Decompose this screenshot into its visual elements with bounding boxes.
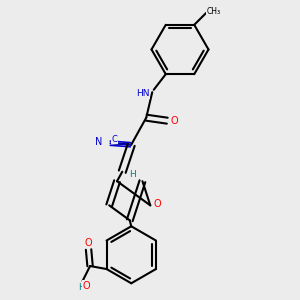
Text: O: O — [85, 238, 92, 248]
Text: O: O — [153, 199, 161, 209]
Text: H: H — [78, 283, 84, 292]
Text: O: O — [170, 116, 178, 126]
Text: N: N — [95, 137, 103, 147]
Text: O: O — [82, 280, 90, 290]
Text: HN: HN — [136, 89, 150, 98]
Text: C: C — [112, 135, 118, 144]
Text: H: H — [129, 169, 136, 178]
Text: CH₃: CH₃ — [207, 7, 221, 16]
